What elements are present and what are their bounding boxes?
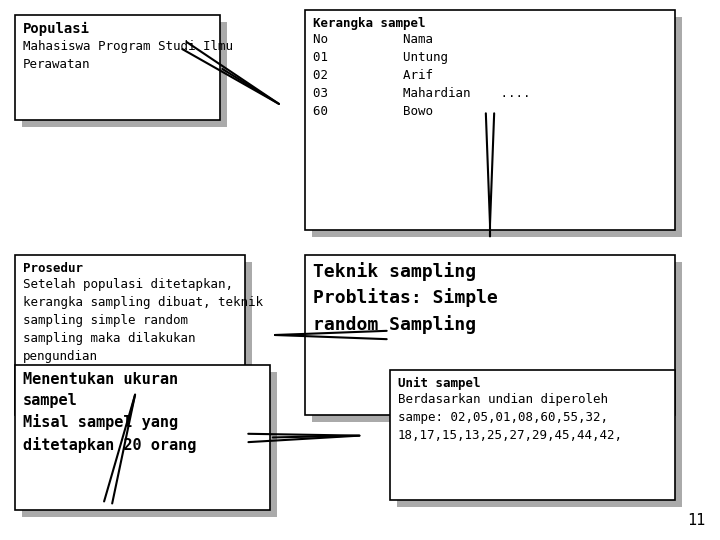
Bar (15, 365, 270, 510)
Polygon shape (22, 372, 277, 517)
Polygon shape (397, 377, 682, 507)
Polygon shape (22, 22, 227, 127)
Bar (15, 15, 220, 120)
Text: 11: 11 (687, 513, 705, 528)
Text: Populasi: Populasi (23, 22, 90, 36)
Bar (305, 255, 675, 415)
Polygon shape (312, 262, 682, 422)
Text: Menentukan ukuran
sampel
Misal sampel yang
ditetapkan 20 orang: Menentukan ukuran sampel Misal sampel ya… (23, 372, 197, 453)
Text: Kerangka sampel: Kerangka sampel (313, 17, 426, 30)
Text: No          Nama
01          Untung
02          Arif
03          Mahardian    ..: No Nama 01 Untung 02 Arif 03 Mahardian .… (313, 33, 531, 118)
Bar (15, 255, 245, 415)
Text: Mahasiswa Program Studi Ilmu
Perawatan: Mahasiswa Program Studi Ilmu Perawatan (23, 40, 233, 71)
Text: Berdasarkan undian diperoleh
sampe: 02,05,01,08,60,55,32,
18,17,15,13,25,27,29,4: Berdasarkan undian diperoleh sampe: 02,0… (398, 394, 623, 442)
Bar (390, 370, 675, 500)
Text: Teknik sampling
Problitas: Simple
random Sampling: Teknik sampling Problitas: Simple random… (313, 262, 498, 334)
Polygon shape (22, 262, 252, 422)
Polygon shape (312, 17, 682, 237)
Bar (305, 10, 675, 230)
Text: Unit sampel: Unit sampel (398, 377, 480, 390)
Text: Prosedur: Prosedur (23, 262, 83, 275)
Text: Setelah populasi ditetapkan,
kerangka sampling dibuat, teknik
sampling simple ra: Setelah populasi ditetapkan, kerangka sa… (23, 279, 263, 363)
